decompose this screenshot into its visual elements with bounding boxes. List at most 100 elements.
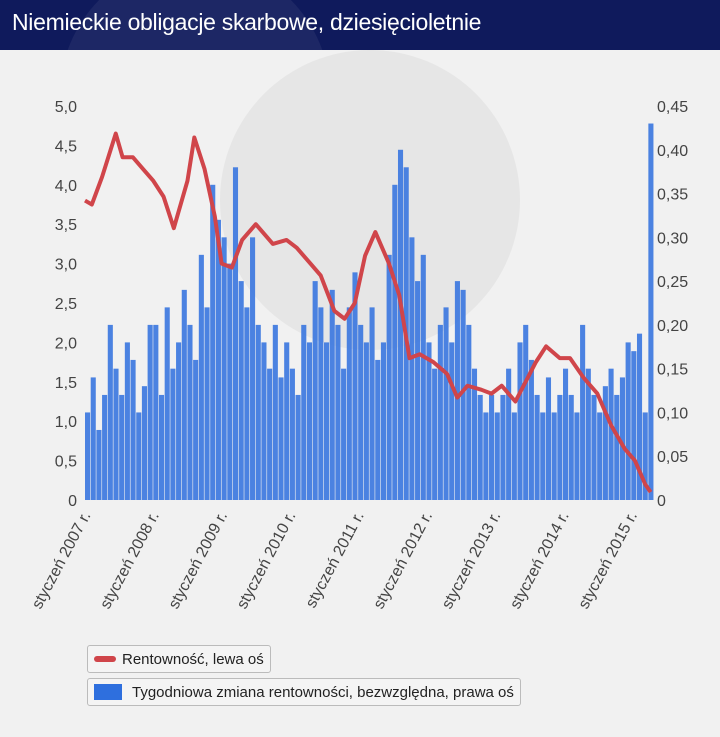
left-axis-tick: 4,5 [55, 138, 77, 155]
bar-weekly-change [329, 289, 335, 500]
bar-weekly-change [278, 377, 284, 500]
bar-weekly-change [619, 377, 625, 500]
bar-weekly-change [130, 359, 136, 500]
x-axis-tick: styczeń 2009 r. [166, 509, 232, 612]
bar-weekly-change [318, 307, 324, 500]
bar-weekly-change [124, 342, 130, 500]
legend-item-yield: Rentowność, lewa oś [87, 645, 271, 673]
right-axis-tick: 0,10 [657, 405, 688, 422]
bar-weekly-change [164, 307, 170, 500]
bar-weekly-change [193, 359, 199, 500]
legend-label: Tygodniowa zmiana rentowności, bezwzględ… [132, 683, 514, 701]
left-axis-tick: 0,5 [55, 454, 77, 471]
bar-weekly-change [517, 342, 523, 500]
bar-weekly-change [102, 394, 108, 500]
left-axis-tick: 5,0 [55, 99, 77, 116]
bar-weekly-change [187, 324, 193, 500]
right-axis-tick: 0,20 [657, 318, 688, 335]
bar-weekly-change [489, 394, 495, 500]
bar-weekly-change [471, 368, 478, 500]
right-axis-tick: 0,40 [657, 143, 688, 160]
left-axis-tick: 2,5 [55, 296, 77, 313]
right-axis-tick: 0,35 [657, 187, 688, 204]
bar-weekly-change [324, 342, 330, 500]
bar-weekly-change [335, 324, 341, 500]
bar-weekly-change [500, 394, 506, 500]
x-axis-tick: styczeń 2013 r. [439, 509, 505, 612]
bar-weekly-change [591, 394, 597, 500]
bar-weekly-change [574, 412, 580, 500]
bar-weekly-change [437, 324, 443, 500]
bar-weekly-change [170, 368, 176, 500]
bar-weekly-change [363, 342, 369, 500]
bar-weekly-change [648, 123, 654, 500]
chart-title: Niemieckie obligacje skarbowe, dziesięci… [12, 9, 482, 35]
bar-weekly-change [352, 272, 358, 500]
bar-weekly-change [477, 394, 483, 500]
legend-swatch-blue [94, 684, 122, 700]
bar-weekly-change [227, 263, 233, 500]
bar-weekly-change [289, 368, 295, 500]
legend-label: Rentowność, lewa oś [122, 650, 264, 668]
bar-weekly-change [563, 368, 569, 500]
bar-weekly-change [147, 324, 153, 500]
x-axis-tick: styczeń 2014 r. [507, 509, 573, 612]
bar-weekly-change [113, 368, 119, 500]
right-axis-tick: 0,25 [657, 274, 688, 291]
x-axis-tick: styczeń 2012 r. [371, 509, 437, 612]
bar-weekly-change [420, 254, 426, 500]
bar-weekly-change [511, 412, 517, 500]
bar-weekly-change [540, 412, 546, 500]
bar-weekly-change [523, 324, 529, 500]
bar-weekly-change [494, 412, 500, 500]
bar-weekly-change [301, 324, 307, 500]
bar-weekly-change [545, 377, 552, 500]
left-axis-tick: 3,0 [55, 257, 77, 274]
right-axis-tick: 0,05 [657, 449, 688, 466]
header: Niemieckie obligacje skarbowe, dziesięci… [0, 0, 720, 50]
bar-weekly-change [426, 342, 432, 500]
bar-weekly-change [221, 237, 227, 501]
bar-weekly-change [238, 281, 244, 500]
bar-weekly-change [449, 342, 455, 500]
bar-weekly-change [107, 324, 113, 500]
bar-weekly-change [136, 412, 142, 500]
left-axis-tick: 0 [68, 493, 77, 510]
bar-weekly-change [506, 368, 512, 500]
bar-weekly-change [267, 368, 273, 500]
bar-weekly-change [96, 429, 102, 500]
bar-weekly-change [386, 254, 392, 500]
bar-weekly-change [306, 342, 313, 500]
bar-weekly-change [176, 342, 182, 500]
bar-weekly-change [380, 342, 386, 500]
bar-weekly-change [557, 394, 563, 500]
bar-weekly-change [244, 307, 250, 500]
x-axis-tick: styczeń 2008 r. [97, 509, 163, 612]
bar-weekly-change [614, 394, 620, 500]
bar-weekly-change [198, 254, 204, 500]
left-axis-tick: 1,5 [55, 375, 77, 392]
bar-weekly-change [210, 184, 216, 501]
bar-weekly-change [466, 324, 472, 500]
bar-weekly-change [642, 412, 648, 500]
legend-swatch-red [94, 656, 116, 662]
bar-weekly-change [341, 368, 347, 500]
bar-weekly-change [141, 386, 147, 500]
watermark-circle [220, 50, 520, 350]
bar-weekly-change [392, 184, 398, 501]
bar-weekly-change [261, 342, 267, 500]
bar-weekly-change [528, 359, 534, 500]
bar-weekly-change [204, 307, 210, 500]
right-axis-tick: 0,15 [657, 362, 688, 379]
bar-weekly-change [284, 342, 290, 500]
bar-weekly-change [460, 289, 466, 500]
bar-weekly-change [250, 237, 256, 501]
bar-weekly-change [415, 281, 421, 500]
left-axis-tick: 1,0 [55, 414, 77, 431]
bar-weekly-change [375, 359, 381, 500]
bar-weekly-change [409, 237, 415, 501]
left-axis-tick: 3,5 [55, 217, 77, 234]
bar-weekly-change [215, 219, 221, 501]
right-axis-tick: 0,45 [657, 99, 688, 116]
